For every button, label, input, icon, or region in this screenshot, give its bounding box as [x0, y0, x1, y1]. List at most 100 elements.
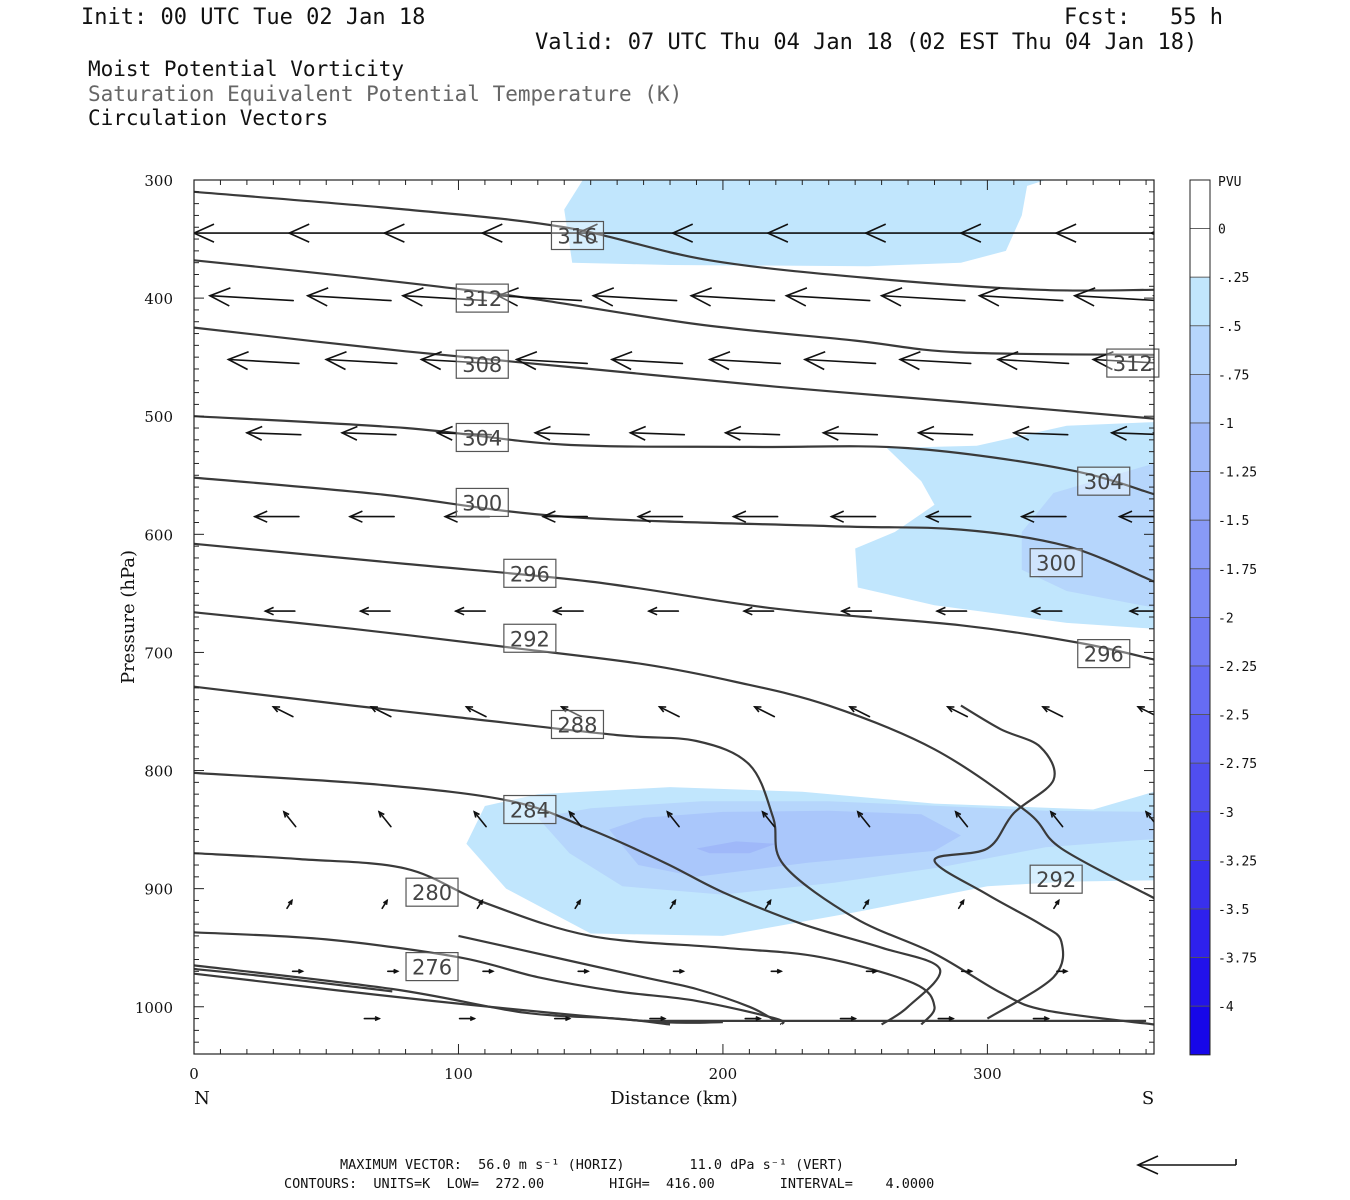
contour-label: 288	[550, 709, 605, 740]
circulation-vector	[821, 425, 879, 441]
theta-contour-4	[194, 476, 1154, 583]
contour-label: 296	[1077, 639, 1131, 669]
colorbar-label: -1.25	[1218, 466, 1257, 481]
circulation-vector	[765, 223, 867, 243]
circulation-vector	[271, 705, 294, 718]
circulation-vector	[480, 223, 582, 243]
circulation-vector	[324, 350, 398, 371]
y-tick-label: 300	[144, 172, 173, 190]
circulation-vector	[1144, 810, 1154, 824]
circulation-vector	[1019, 510, 1067, 523]
circulation-vector	[742, 606, 775, 616]
circulation-vector-layer	[194, 223, 1154, 1022]
theta-contour-8	[194, 771, 942, 1026]
contour-label-text: 312	[1113, 352, 1153, 376]
circulation-vector	[646, 606, 680, 616]
colorbar-swatch	[1189, 276, 1211, 327]
contour-label-text: 292	[510, 627, 550, 651]
contour-label: 292	[503, 623, 557, 653]
contour-label-text: 308	[462, 353, 502, 377]
circulation-vector	[649, 1015, 667, 1022]
forecast-hour: Fcst: 55 h	[1064, 5, 1223, 30]
circulation-vector	[226, 350, 300, 371]
theta-contour-14	[194, 967, 393, 993]
contour-label: 300	[455, 487, 509, 518]
theta-contour-12	[194, 972, 723, 1024]
circulation-vector	[577, 968, 590, 974]
init-time: Init: 00 UTC Tue 02 Jan 18	[81, 5, 426, 30]
y-tick-label: 600	[144, 526, 173, 544]
reference-vector	[1136, 1155, 1237, 1175]
colorbar-label: -.5	[1218, 320, 1241, 335]
circulation-vector	[898, 350, 972, 371]
colorbar-label: 0	[1218, 223, 1226, 238]
theta-contour-16	[933, 704, 1065, 1020]
contour-label-text: 288	[557, 713, 597, 737]
theta-contour-1	[194, 259, 1154, 356]
contour-label: 316	[550, 220, 605, 251]
colorbar-label: -2.75	[1218, 757, 1257, 772]
circulation-vector	[977, 287, 1064, 307]
circulation-vector	[958, 223, 1060, 243]
circulation-vector	[358, 606, 391, 616]
colorbar-swatch	[1189, 179, 1211, 229]
contour-label-text: 284	[510, 799, 550, 823]
circulation-vector	[761, 810, 776, 828]
circulation-vector	[194, 223, 293, 243]
colorbar-frame	[1189, 179, 1211, 1056]
contour-label-text: 276	[412, 956, 452, 980]
x-tick-label: 100	[444, 1065, 473, 1083]
circulation-vector	[496, 287, 583, 307]
circulation-vector	[252, 510, 300, 523]
contour-label: 284	[503, 794, 557, 825]
colorbar-swatch	[1189, 957, 1211, 1007]
colorbar-label: -3	[1218, 806, 1234, 821]
circulation-vector	[863, 223, 965, 243]
x-axis-label: Distance (km)	[610, 1088, 737, 1109]
circulation-vector	[286, 898, 293, 910]
circulation-vector	[363, 1015, 382, 1022]
colorbar-label: -1.5	[1218, 514, 1249, 529]
theta-contour-6	[194, 611, 1154, 900]
colorbar-swatch	[1189, 471, 1211, 521]
circulation-vector	[996, 350, 1070, 371]
y-tick-label: 400	[144, 290, 173, 308]
circulation-vector	[1128, 606, 1154, 616]
circulation-vector	[657, 705, 680, 718]
colorbar-swatch	[1189, 422, 1211, 472]
circulation-vector	[802, 350, 877, 371]
circulation-vector	[340, 425, 397, 441]
circulation-vector	[669, 898, 677, 910]
valid-time: Valid: 07 UTC Thu 04 Jan 18 (02 EST Thu …	[535, 30, 1198, 55]
circulation-vector	[1011, 425, 1069, 441]
circulation-vector	[377, 810, 392, 828]
circulation-vector	[744, 1015, 762, 1022]
circulation-vector	[670, 223, 772, 243]
circulation-vector	[829, 510, 877, 523]
theta-contour-5	[194, 542, 1154, 661]
circulation-vector	[666, 810, 680, 828]
circulation-vector	[575, 223, 677, 243]
circulation-vector	[1152, 610, 1154, 612]
colorbar-label: -.25	[1218, 271, 1249, 286]
theta-contour-10	[194, 931, 785, 1026]
circulation-vector	[1049, 810, 1064, 828]
field-title-vectors: Circulation Vectors	[88, 106, 329, 130]
pv-region-5	[609, 810, 961, 877]
field-title-theta-es: Saturation Equivalent Potential Temperat…	[88, 82, 683, 106]
x-tick-label: 0	[189, 1065, 199, 1083]
circulation-vector	[591, 287, 678, 307]
colorbar-label: -3.5	[1218, 903, 1249, 918]
contour-label: 308	[455, 349, 509, 379]
circulation-vector	[865, 968, 879, 974]
circulation-vector	[473, 810, 487, 828]
circulation-vector	[839, 606, 873, 616]
colorbar-label: -4	[1218, 1000, 1234, 1015]
contour-label: 304	[1077, 466, 1131, 496]
circulation-vector	[533, 425, 590, 441]
circulation-vector	[707, 350, 782, 371]
footer-contour-info: CONTOURS: UNITS=K LOW= 272.00 HIGH= 416.…	[284, 1176, 935, 1192]
contour-label: 304	[455, 422, 509, 453]
contour-label-text: 300	[462, 491, 502, 515]
circulation-vector	[458, 1015, 477, 1022]
